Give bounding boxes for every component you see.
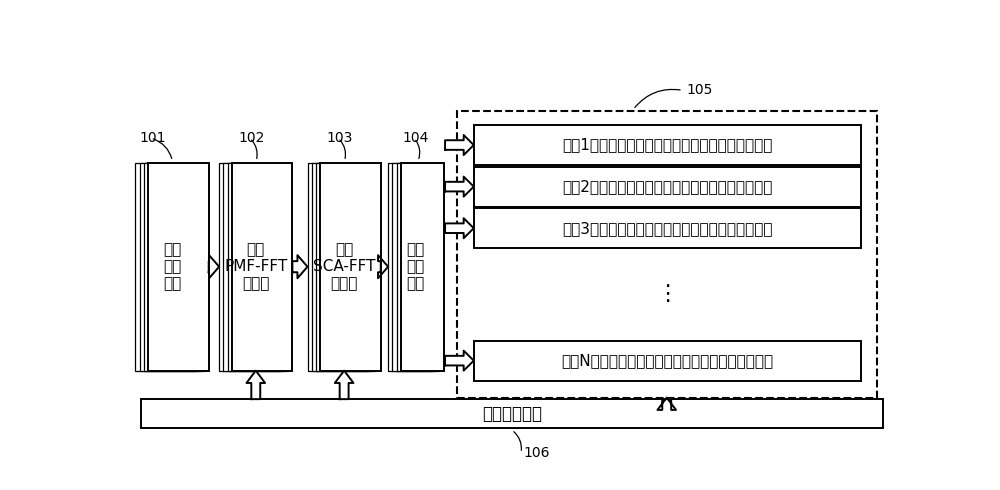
- Text: 在线参数配置: 在线参数配置: [482, 405, 542, 423]
- Text: 102: 102: [238, 131, 265, 145]
- Bar: [144, 163, 204, 370]
- Bar: [474, 167, 861, 207]
- Text: 通道N：码同步、锁频、锁相、位同步、合成比特流: 通道N：码同步、锁频、锁相、位同步、合成比特流: [561, 353, 774, 368]
- Text: 101: 101: [139, 131, 165, 145]
- Bar: [457, 111, 877, 397]
- Bar: [232, 163, 292, 370]
- Polygon shape: [445, 176, 474, 196]
- Bar: [219, 163, 280, 370]
- Text: 基于
SCA-FFT
精捕获: 基于 SCA-FFT 精捕获: [313, 242, 375, 292]
- Polygon shape: [378, 255, 388, 278]
- Polygon shape: [657, 397, 676, 410]
- Text: 105: 105: [687, 83, 713, 98]
- Polygon shape: [246, 370, 265, 399]
- Bar: [474, 125, 861, 165]
- Text: 通道2：码同步、锁频、锁相、位同步、合成比特流: 通道2：码同步、锁频、锁相、位同步、合成比特流: [562, 179, 773, 194]
- Text: 106: 106: [523, 446, 550, 460]
- Text: 通道1：码同步、锁频、锁相、位同步、合成比特流: 通道1：码同步、锁频、锁相、位同步、合成比特流: [562, 138, 773, 152]
- Bar: [312, 163, 372, 370]
- Bar: [474, 341, 861, 381]
- Bar: [392, 163, 435, 370]
- Bar: [388, 163, 431, 370]
- Text: 模数
转换
接口: 模数 转换 接口: [163, 242, 181, 292]
- Bar: [401, 163, 444, 370]
- Bar: [320, 163, 381, 370]
- Bar: [308, 163, 368, 370]
- Text: 基带
通道
控制: 基带 通道 控制: [407, 242, 425, 292]
- Bar: [148, 163, 209, 370]
- Bar: [316, 163, 376, 370]
- Bar: [135, 163, 196, 370]
- Text: 103: 103: [326, 131, 353, 145]
- Polygon shape: [445, 351, 474, 370]
- Polygon shape: [445, 218, 474, 238]
- Bar: [397, 163, 439, 370]
- Text: ⋮: ⋮: [656, 284, 679, 304]
- Polygon shape: [209, 255, 219, 278]
- Bar: [140, 163, 200, 370]
- Bar: [223, 163, 284, 370]
- Bar: [228, 163, 288, 370]
- Bar: [474, 208, 861, 248]
- Bar: [140, 399, 883, 428]
- Text: 通道3：码同步、锁频、锁相、位同步、合成比特流: 通道3：码同步、锁频、锁相、位同步、合成比特流: [562, 220, 773, 236]
- Text: 基于
PMF-FFT
粗捕获: 基于 PMF-FFT 粗捕获: [224, 242, 287, 292]
- Polygon shape: [445, 135, 474, 155]
- Text: 104: 104: [402, 131, 429, 145]
- Polygon shape: [292, 255, 308, 278]
- Polygon shape: [335, 370, 353, 399]
